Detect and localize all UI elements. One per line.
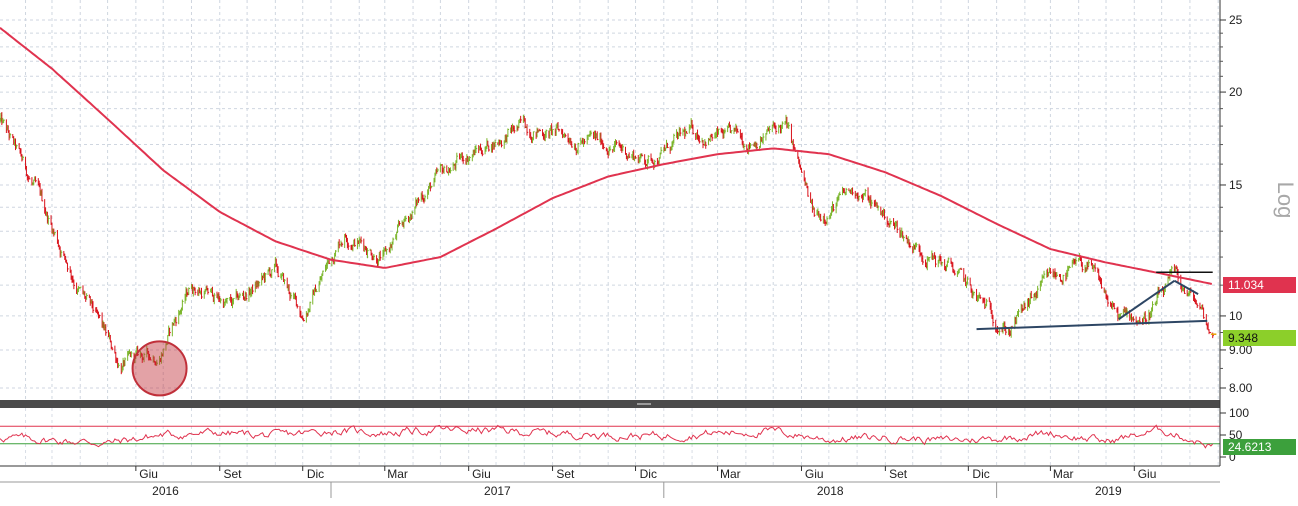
chart-frame: Log [0,0,1298,483]
circle-marker [131,340,188,397]
grid-rsi [0,408,1220,466]
rsi-tick-label: 0 [1229,450,1236,464]
x-year-label: 2016 [152,484,179,498]
y-tick-label: 20 [1229,85,1243,99]
y-tick-label: 10 [1229,309,1243,323]
moving-average-line [0,27,1213,285]
x-year-label: 2018 [817,484,844,498]
scale-label: Log [1273,182,1298,219]
x-tick-label: Dic [972,467,989,481]
y-tick-label: 25 [1229,13,1243,27]
panel-splitter[interactable] [0,400,1220,408]
x-tick-label: Set [556,467,575,481]
x-tick-label: Mar [387,467,408,481]
triangle-left-line [1118,279,1175,321]
y-tick-label: 9.00 [1229,343,1253,357]
y-axis: 25 20 15 10 9.00 8.00 [1220,13,1253,395]
x-tick-label: Dic [307,467,324,481]
x-tick-label: Mar [1053,467,1074,481]
x-tick-label: Giu [472,467,491,481]
rsi-axis: 100 50 0 [1220,406,1249,464]
ma-last-value-tag: 11.034 [1223,277,1296,293]
rsi-last-value: 24.6213 [1228,440,1272,454]
ma-last-value: 11.034 [1228,278,1264,292]
y-tick-label: 8.00 [1229,381,1253,395]
x-tick-label: Set [889,467,908,481]
rsi-series [0,424,1214,449]
x-tick-label: Mar [720,467,741,481]
x-tick-label: Giu [1138,467,1157,481]
price-series [0,112,1214,375]
x-year-label: 2017 [484,484,511,498]
value-tags: 11.034 9.348 24.6213 [1223,277,1296,455]
rsi-line [0,424,1214,449]
rsi-last-value-tag: 24.6213 [1223,439,1296,455]
price-last-value-tag: 9.348 [1223,330,1296,346]
y-tick-label: 15 [1229,178,1243,192]
x-year-label: 2019 [1095,484,1122,498]
x-tick-label: Giu [139,467,158,481]
x-tick-label: Giu [805,467,824,481]
trendline-low [976,319,1208,331]
annotations [131,271,1217,397]
splitter-grip[interactable] [637,403,651,405]
price-last-value: 9.348 [1228,331,1258,345]
triangle-right-line [1173,279,1199,295]
x-axis: Giu Set Dic Mar Giu Set Dic Mar Giu Set Dic Mar Giu 2… [135,466,1157,498]
moving-average-series [0,27,1213,285]
rsi-tick-label: 100 [1229,406,1249,420]
rsi-tick-label: 50 [1229,428,1243,442]
x-tick-label: Set [224,467,243,481]
x-tick-label: Dic [640,467,657,481]
grid-main [0,0,1220,400]
